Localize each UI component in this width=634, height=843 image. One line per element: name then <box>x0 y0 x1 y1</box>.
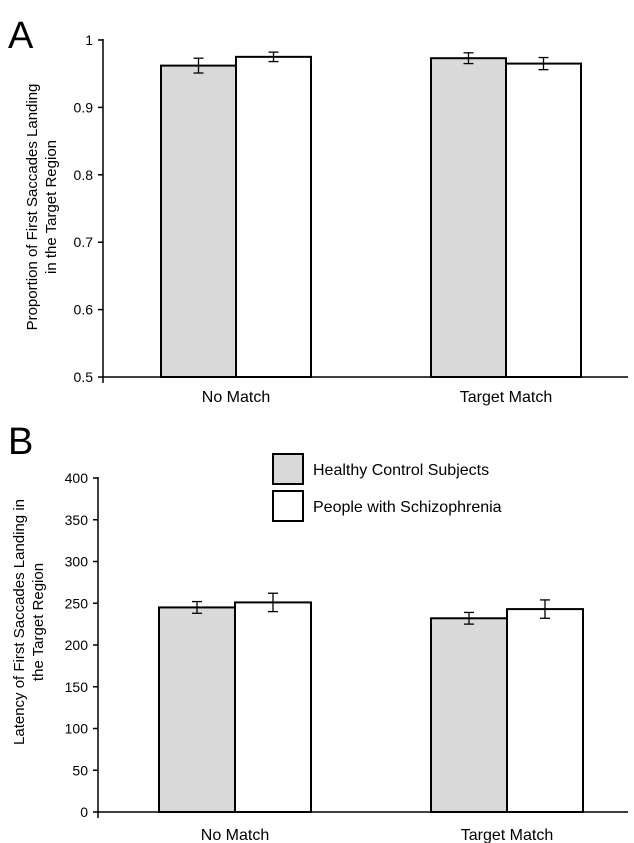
panel-a-bars <box>160 51 582 379</box>
panel-b-bar-schizophrenia <box>234 601 312 813</box>
panel-b-y-tick-label: 100 <box>65 721 89 737</box>
panel-b-y-tick-label: 350 <box>65 512 89 528</box>
legend-swatch-control <box>272 453 304 485</box>
panel-a-y-tick-label: 0.9 <box>74 99 94 115</box>
panel-b-letter: B <box>8 421 33 463</box>
panel-b-bar-control <box>158 606 236 813</box>
panel-b-categories: No Match Target Match <box>201 827 553 843</box>
panel-a-category-label: Target Match <box>460 389 552 406</box>
panel-a-category-label: No Match <box>202 389 270 406</box>
panel-a-y-tick-label: 0.5 <box>74 369 94 385</box>
panel-a-bar-schizophrenia <box>505 62 582 379</box>
legend-swatch-schizophrenia <box>272 490 304 522</box>
panel-a-bar-schizophrenia <box>235 55 312 378</box>
panel-b: B Latency of First Saccades Landing in t… <box>8 421 628 843</box>
panel-b-y-axis-label-line-2: the Target Region <box>30 563 47 681</box>
panel-b-y-tick-label: 150 <box>65 679 89 695</box>
panel-a-y-tick-label: 1 <box>85 32 93 48</box>
panel-a-bar-control <box>160 64 237 378</box>
panel-a-y-axis-label-line-2: in the Target Region <box>43 140 60 274</box>
panel-a-y-axis-label-line-1: Proportion of First Saccades Landing <box>24 84 41 331</box>
panel-a-categories: No Match Target Match <box>202 389 552 406</box>
panel-b-y-axis-label-line-1: Latency of First Saccades Landing in <box>11 499 28 745</box>
panel-a-ticks: 0.5 0.6 0.7 0.8 0.9 1 <box>74 32 103 385</box>
panel-b-y-tick-label: 0 <box>80 804 88 820</box>
panel-a-y-tick-label: 0.7 <box>74 234 94 250</box>
panel-b-bar-control <box>430 617 508 814</box>
panel-b-y-tick-label: 300 <box>65 554 89 570</box>
panel-b-y-tick-label: 200 <box>65 637 89 653</box>
panel-a-bar-control <box>430 57 507 379</box>
panel-b-ticks: 0 50 100 150 200 250 300 350 400 <box>65 470 98 820</box>
panel-b-category-label: Target Match <box>461 827 553 843</box>
panel-b-y-tick-label: 400 <box>65 470 89 486</box>
panel-b-category-label: No Match <box>201 827 269 843</box>
panel-a-y-tick-label: 0.6 <box>74 302 94 318</box>
panel-b-bar-schizophrenia <box>506 608 584 813</box>
legend-label-schizophrenia: People with Schizophrenia <box>313 499 502 516</box>
panel-a-letter: A <box>8 15 34 57</box>
legend: Healthy Control Subjects People with Sch… <box>272 453 502 522</box>
panel-b-y-tick-label: 50 <box>72 762 88 778</box>
panel-b-bars <box>158 592 584 814</box>
legend-label-control: Healthy Control Subjects <box>313 462 489 479</box>
panel-b-y-tick-label: 250 <box>65 595 89 611</box>
panel-a-y-tick-label: 0.8 <box>74 167 94 183</box>
panel-a: A Proportion of First Saccades Landing i… <box>8 15 628 406</box>
